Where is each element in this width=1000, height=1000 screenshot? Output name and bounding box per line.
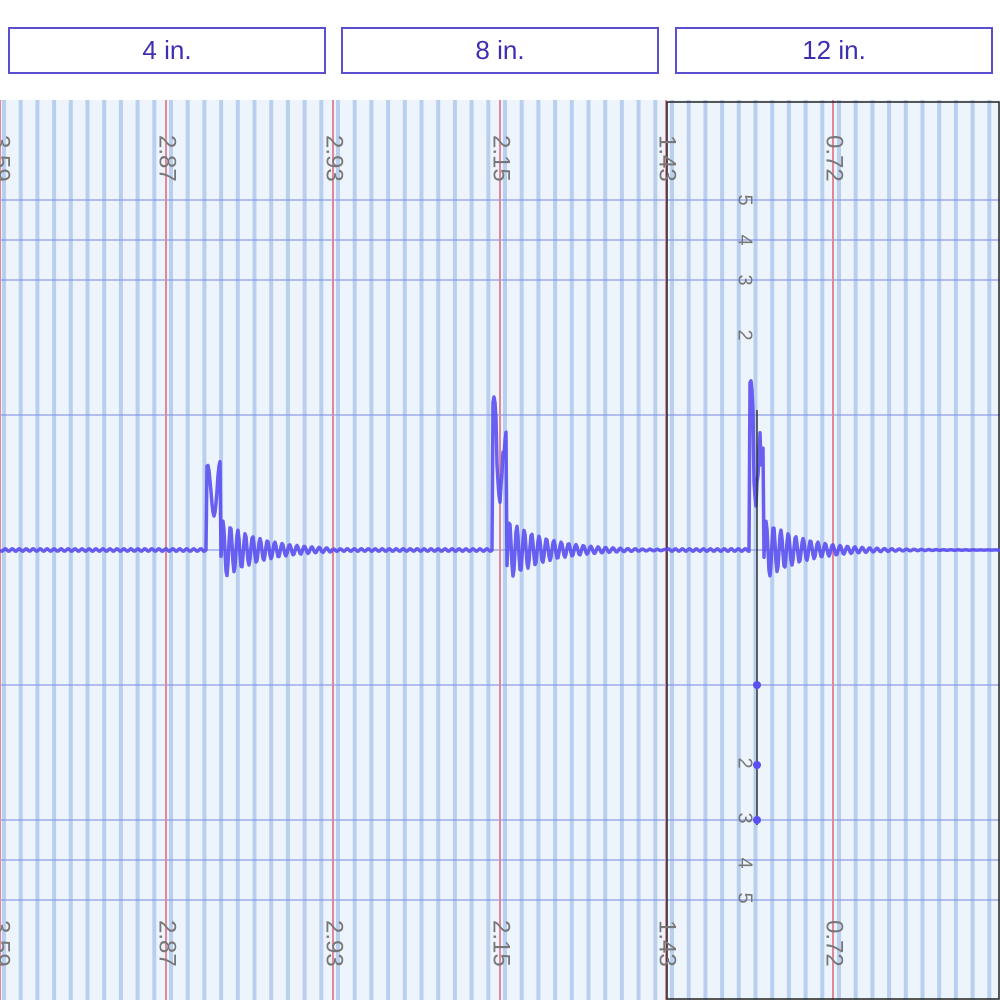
waveform-trace <box>0 459 335 578</box>
time-tick-label: 2.15 <box>488 920 515 967</box>
amplitude-scale-dot <box>753 761 761 769</box>
amplitude-tick-label: 3 <box>734 812 756 823</box>
time-tick-label: 1.43 <box>654 920 681 967</box>
time-tick-label: 0.72 <box>821 920 848 967</box>
amplitude-tick-label: 2 <box>734 329 756 340</box>
tab-4-in[interactable]: 4 in. <box>8 27 326 74</box>
tab-8-in[interactable]: 8 in. <box>341 27 659 74</box>
time-tick-label: 0.72 <box>821 135 848 182</box>
amplitude-tick-label: 4 <box>734 234 756 245</box>
time-tick-label: 2.87 <box>154 920 181 967</box>
seismogram-chart: 3.59 3.59 2.87 2.87 2.93 2.93 2.15 2.15 1.43 1.43… <box>0 100 1000 1000</box>
time-tick-label: 2.87 <box>154 135 181 182</box>
time-tick-label: 2.93 <box>321 920 348 967</box>
tab-bar: 4 in. 8 in. 12 in. <box>0 0 1000 100</box>
amplitude-tick-label: 2 <box>734 757 756 768</box>
waveform-trace <box>664 379 1000 578</box>
amplitude-scale-dot <box>753 816 761 824</box>
amplitude-tick-label: 5 <box>734 892 756 903</box>
tab-12-in[interactable]: 12 in. <box>675 27 993 74</box>
amplitude-tick-label: 3 <box>734 274 756 285</box>
waveform-trace <box>332 395 667 578</box>
amplitude-tick-label: 5 <box>734 194 756 205</box>
time-tick-label: 2.93 <box>321 135 348 182</box>
time-tick-label: 1.43 <box>654 135 681 182</box>
amplitude-tick-label: 4 <box>734 857 756 868</box>
time-tick-label: 3.59 <box>0 135 15 182</box>
time-tick-label: 3.59 <box>0 920 15 967</box>
amplitude-scale-dot <box>753 681 761 689</box>
time-tick-label: 2.15 <box>488 135 515 182</box>
